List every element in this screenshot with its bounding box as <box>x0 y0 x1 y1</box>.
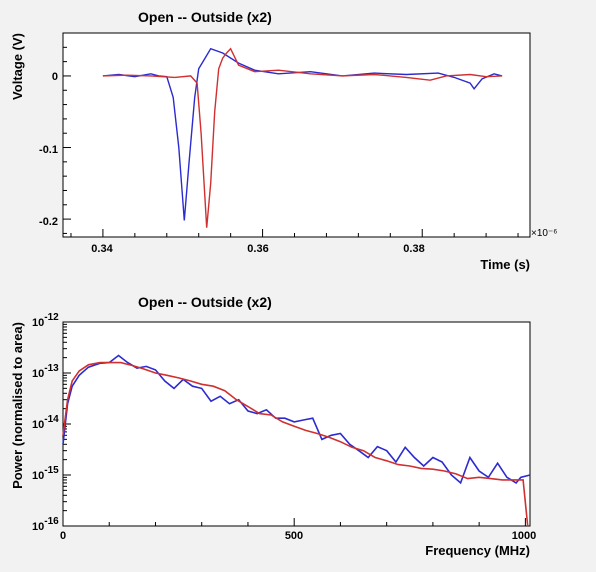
voltage-ytick-label: -0.2 <box>39 216 58 228</box>
power-xtick-label: 1000 <box>512 530 536 542</box>
power-series-line-2 <box>62 361 529 527</box>
power-ytick-label: 10-14 <box>32 414 59 431</box>
power-x-axis-label: Frequency (MHz) <box>425 543 530 558</box>
voltage-ytick-label: -0.1 <box>39 144 58 156</box>
power-plot-frame <box>62 321 531 527</box>
voltage-x-axis-label: Time (s) <box>480 257 530 272</box>
voltage-ytick-label: 0 <box>52 71 58 83</box>
voltage-tick-labels: 0.34 0.36 0.38 0 -0.1 -0.2 <box>39 71 425 255</box>
power-ytick-label: 10-13 <box>32 363 59 380</box>
power-series-group <box>62 354 531 527</box>
power-ytick-label: 10-12 <box>32 312 59 329</box>
voltage-y-axis-label: Voltage (V) <box>10 33 25 100</box>
voltage-chart-title: Open -- Outside (x2) <box>138 9 272 25</box>
power-y-axis-label: Power (normalised to area) <box>10 322 25 489</box>
voltage-series-line-2 <box>102 47 503 228</box>
voltage-xtick-label: 0.38 <box>403 243 424 255</box>
power-chart-title: Open -- Outside (x2) <box>138 294 272 310</box>
power-tick-labels: 0 500 1000 10-12 10-13 10-14 10-15 10-16 <box>32 312 536 542</box>
power-ytick-label: 10-15 <box>32 465 59 482</box>
voltage-series-group <box>102 47 503 228</box>
voltage-panel: Open -- Outside (x2) 0.34 0.36 0.38 0 -0… <box>10 9 557 272</box>
power-ytick-label: 10-16 <box>32 516 59 533</box>
power-xtick-label: 0 <box>60 530 66 542</box>
power-panel: Open -- Outside (x2) 0 500 1000 10-12 10… <box>10 294 536 558</box>
voltage-xtick-label: 0.36 <box>247 243 268 255</box>
voltage-plot-frame <box>62 32 531 238</box>
power-axis-ticks <box>62 323 526 527</box>
power-xtick-label: 500 <box>285 530 303 542</box>
voltage-axis-ticks <box>63 32 519 237</box>
time-exponent-label: ×10⁻⁶ <box>531 228 557 239</box>
voltage-xtick-label: 0.34 <box>91 243 113 255</box>
